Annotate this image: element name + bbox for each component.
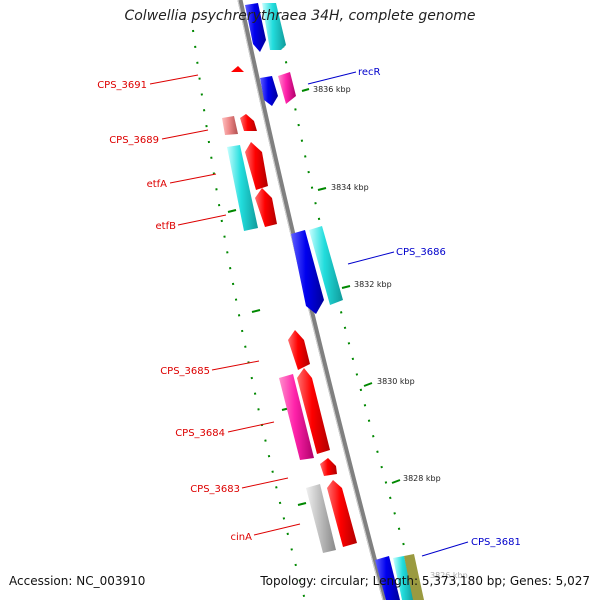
gene-arrow-cps3684[interactable] bbox=[279, 374, 314, 460]
gene-arrow-etfa[interactable] bbox=[245, 142, 268, 190]
gene-arrow-cps3684-red[interactable] bbox=[297, 368, 330, 454]
major-tick bbox=[227, 209, 237, 213]
ruler-label: 3834 kbp bbox=[331, 183, 369, 192]
leader-etfb bbox=[177, 214, 227, 226]
map-title: Colwellia psychrerythraea 34H, complete … bbox=[124, 8, 476, 24]
ruler-label: 3826 kbp bbox=[430, 571, 468, 580]
leader-cps3683 bbox=[241, 477, 289, 489]
outer-tick-guide bbox=[279, 29, 421, 601]
genome-summary: Topology: circular; Length: 5,373,180 bp… bbox=[260, 574, 590, 588]
leader-cina bbox=[253, 523, 301, 536]
gene-label-etfa[interactable]: etfA bbox=[147, 179, 168, 190]
leader-recr bbox=[307, 71, 357, 85]
gene-arrow-cina-gray[interactable] bbox=[306, 484, 336, 553]
ruler-label: 3830 kbp bbox=[377, 377, 415, 386]
major-ticks bbox=[227, 88, 401, 506]
gene-label-cps3683[interactable]: CPS_3683 bbox=[190, 484, 240, 495]
major-tick bbox=[317, 187, 327, 191]
gene-label-cps3686[interactable]: CPS_3686 bbox=[396, 247, 446, 258]
ruler-label: 3832 kbp bbox=[354, 280, 392, 289]
gene-arrow-cyan-etf[interactable] bbox=[227, 145, 258, 231]
accession-text: Accession: NC_003910 bbox=[9, 574, 146, 588]
gene-arrow-cps3686-cyan[interactable] bbox=[309, 226, 343, 305]
gene-arrow-cps3686-blue[interactable] bbox=[291, 230, 324, 314]
gene-arrow-cyan[interactable] bbox=[262, 3, 286, 50]
leader-cps3685 bbox=[211, 360, 260, 371]
gene-label-cps3691[interactable]: CPS_3691 bbox=[97, 80, 147, 91]
tick-guides bbox=[192, 29, 421, 601]
gene-label-cps3681[interactable]: CPS_3681 bbox=[471, 537, 521, 548]
major-tick bbox=[297, 502, 307, 506]
gene-label-cps3685[interactable]: CPS_3685 bbox=[160, 366, 210, 377]
gene-label-etfb[interactable]: etfB bbox=[156, 221, 177, 232]
major-tick bbox=[251, 309, 261, 313]
leader-etfa bbox=[169, 173, 217, 184]
gene-arrow-blue[interactable] bbox=[245, 3, 266, 52]
gene-arrow-cps3685[interactable] bbox=[288, 330, 310, 370]
gene-arrow-cps3691[interactable] bbox=[231, 66, 244, 72]
gene-arrow-cps3689b[interactable] bbox=[240, 114, 257, 131]
leader-cps3691 bbox=[149, 74, 199, 85]
gene-arrow-cps3689[interactable] bbox=[222, 116, 238, 135]
major-tick bbox=[363, 382, 373, 387]
gene-arrow-bottom-cyan[interactable] bbox=[393, 556, 414, 600]
gene-label-cina[interactable]: cinA bbox=[231, 532, 253, 543]
leader-cps3684 bbox=[227, 421, 275, 433]
gene-arrow-etfb[interactable] bbox=[255, 188, 277, 227]
gene-arrow-bottom-olive[interactable] bbox=[404, 554, 424, 600]
gene-label-cps3684[interactable]: CPS_3684 bbox=[175, 428, 225, 439]
gene-arrow-recr[interactable] bbox=[260, 76, 278, 106]
major-tick bbox=[301, 88, 310, 92]
gene-arrow-bottom-blue[interactable] bbox=[375, 556, 400, 600]
inner-tick-guide bbox=[192, 29, 306, 601]
gene-label-cps3689[interactable]: CPS_3689 bbox=[109, 135, 159, 146]
major-tick bbox=[341, 285, 351, 289]
leader-cps3686 bbox=[347, 251, 395, 265]
major-tick bbox=[391, 479, 401, 484]
ruler-label: 3836 kbp bbox=[313, 85, 351, 94]
gene-arrow-cps3683[interactable] bbox=[320, 458, 337, 476]
leader-cps3689 bbox=[161, 129, 209, 140]
gene-arrow-magenta-recr[interactable] bbox=[278, 72, 296, 104]
leader-cps3681 bbox=[421, 541, 469, 557]
gene-arrow-cina[interactable] bbox=[327, 480, 357, 547]
ruler-label: 3828 kbp bbox=[403, 474, 441, 483]
gene-label-recr[interactable]: recR bbox=[358, 67, 381, 78]
